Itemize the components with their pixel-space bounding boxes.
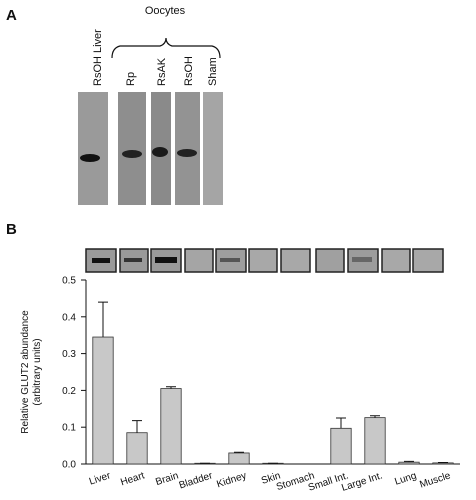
panel-letter: B xyxy=(6,221,17,238)
error-bar xyxy=(234,451,244,453)
bar xyxy=(330,427,352,465)
group-label: Oocytes xyxy=(145,5,186,17)
x-tick-label: Muscle xyxy=(418,470,452,490)
blot-a xyxy=(78,92,223,205)
y-tick-label: 0.1 xyxy=(62,423,76,434)
error-bar xyxy=(132,420,142,433)
y-tick-label: 0.2 xyxy=(62,386,76,397)
x-tick-label: Bladder xyxy=(178,470,215,491)
error-bar xyxy=(336,417,346,429)
bar xyxy=(126,432,148,465)
y-tick-label: 0.3 xyxy=(62,349,76,360)
bar xyxy=(398,461,420,465)
y-tick-label: 0.5 xyxy=(62,276,76,287)
bracket xyxy=(111,37,221,59)
x-tick-label: Brain xyxy=(154,470,180,488)
bar xyxy=(228,452,250,465)
error-bar xyxy=(370,415,380,418)
bar xyxy=(432,462,454,465)
y-axis-label: (arbitrary units) xyxy=(32,338,43,405)
lane-label: RsAK xyxy=(156,57,168,86)
bar xyxy=(160,388,182,465)
lane-label: Rp xyxy=(125,72,137,86)
lane-label: RsOH Liver xyxy=(92,29,104,86)
bar xyxy=(92,336,114,465)
lane-label: RsOH xyxy=(183,56,195,86)
error-bar xyxy=(166,386,176,389)
x-tick-label: Heart xyxy=(119,470,146,488)
x-tick-label: Lung xyxy=(393,470,418,487)
blot-b xyxy=(85,248,444,273)
error-bar xyxy=(404,460,414,463)
error-bar xyxy=(98,301,108,338)
y-tick-label: 0.4 xyxy=(62,312,76,323)
y-tick-label: 0.0 xyxy=(62,460,76,471)
x-tick-label: Kidney xyxy=(215,470,247,490)
y-axis-label: Relative GLUT2 abundance xyxy=(20,310,31,434)
x-tick-label: Liver xyxy=(88,470,113,487)
panel-letter: A xyxy=(6,7,17,24)
bar xyxy=(364,417,386,465)
lane-label: Sham xyxy=(207,57,219,86)
